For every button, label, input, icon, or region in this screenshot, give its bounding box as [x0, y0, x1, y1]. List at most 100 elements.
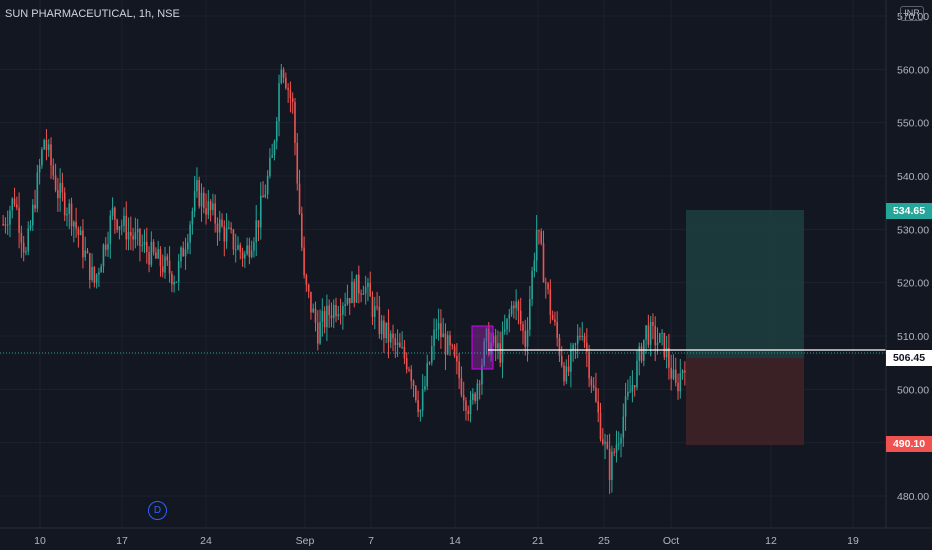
candle-body	[412, 381, 415, 387]
candle-body	[264, 194, 267, 198]
candle-body	[259, 195, 262, 228]
candle-body	[187, 242, 189, 250]
candle-body	[519, 310, 522, 325]
candle-body	[50, 144, 52, 166]
candle-body	[540, 231, 543, 244]
candle-body	[88, 253, 91, 280]
candle-body	[271, 155, 273, 158]
candle-body	[658, 333, 661, 343]
candle-body	[255, 220, 258, 243]
dividend-marker-icon[interactable]: D	[148, 501, 167, 520]
candle-body	[510, 305, 513, 315]
candle-body	[100, 266, 102, 273]
candle-body	[556, 322, 558, 338]
candle-body	[558, 337, 561, 357]
candle-body	[476, 383, 479, 401]
candle-body	[640, 346, 643, 361]
candle-body	[668, 347, 670, 368]
candle-body	[554, 319, 556, 323]
candle-body	[654, 325, 657, 346]
candle-body	[136, 229, 139, 233]
candle-body	[494, 335, 497, 349]
time-tick-label: 25	[598, 535, 610, 547]
candle-body	[301, 213, 303, 248]
candle-body	[417, 400, 419, 412]
time-tick-label: 7	[368, 535, 374, 547]
candle-body	[31, 204, 34, 226]
candle-body	[328, 305, 330, 316]
candle-body	[531, 270, 533, 300]
candle-body	[275, 121, 278, 142]
candle-body	[312, 308, 315, 313]
candle-body	[522, 324, 524, 332]
candle-body	[392, 333, 394, 339]
candle-body	[107, 243, 109, 250]
candle-body	[205, 208, 207, 215]
time-tick-label: Sep	[296, 535, 315, 547]
candle-body	[82, 230, 84, 258]
candle-body	[348, 298, 351, 304]
candle-body	[611, 451, 613, 480]
candle-body	[405, 358, 408, 370]
candle-body	[273, 141, 276, 156]
currency-label[interactable]: INR	[900, 6, 924, 21]
candle-body	[449, 335, 451, 346]
candle-body	[586, 342, 588, 352]
candle-body	[269, 157, 271, 177]
candle-body	[152, 241, 155, 253]
candle-body	[221, 219, 223, 227]
candle-body	[143, 241, 146, 245]
candle-body	[36, 172, 39, 209]
candle-body	[337, 314, 340, 317]
symbol-title[interactable]: SUN PHARMACEUTICAL, 1h, NSE	[5, 8, 180, 20]
candle-body	[123, 215, 125, 226]
candle-body	[150, 241, 153, 265]
candle-body	[533, 260, 536, 271]
candle-body	[517, 301, 520, 311]
profit-zone[interactable]	[686, 210, 804, 358]
candle-body	[38, 165, 41, 173]
candle-body	[674, 369, 677, 383]
candle-body	[335, 304, 337, 317]
candle-body	[570, 350, 572, 372]
time-tick-label: 17	[116, 535, 128, 547]
candle-body	[22, 242, 25, 253]
candle-body	[597, 401, 600, 413]
candle-body	[164, 256, 166, 273]
candle-body	[430, 346, 433, 363]
candle-body	[148, 252, 150, 265]
candle-body	[342, 306, 344, 315]
candle-body	[323, 311, 326, 328]
candle-body	[567, 366, 570, 372]
candle-body	[652, 321, 654, 326]
loss-zone[interactable]	[686, 358, 804, 445]
candle-body	[332, 304, 335, 319]
candle-body	[415, 386, 417, 401]
candle-body	[287, 88, 289, 90]
candle-body	[389, 333, 392, 343]
candle-body	[29, 225, 32, 229]
price-tick-label: 520.00	[897, 278, 929, 290]
candle-body	[326, 305, 328, 328]
candle-body	[228, 227, 230, 229]
price-axis[interactable]: 480.00490.00500.00510.00520.00530.00540.…	[897, 11, 929, 503]
current-price-badge: 506.45	[886, 350, 932, 366]
candle-body	[346, 298, 349, 305]
highlight-box[interactable]	[471, 325, 494, 370]
candle-body	[196, 180, 198, 192]
candle-body	[250, 250, 253, 257]
candle-body	[629, 391, 631, 393]
candle-body	[681, 370, 684, 374]
candle-body	[209, 201, 212, 211]
candle-body	[433, 329, 435, 347]
candle-body	[18, 207, 20, 233]
candle-body	[262, 195, 264, 198]
candle-body	[232, 229, 235, 250]
candle-body	[95, 274, 98, 283]
candle-body	[549, 289, 552, 315]
candle-body	[595, 387, 597, 402]
time-axis[interactable]: 10 17 24 Sep 7 14 21 25 Oct 12 19	[34, 535, 859, 547]
candle-body	[624, 396, 627, 417]
candle-body	[234, 249, 237, 251]
